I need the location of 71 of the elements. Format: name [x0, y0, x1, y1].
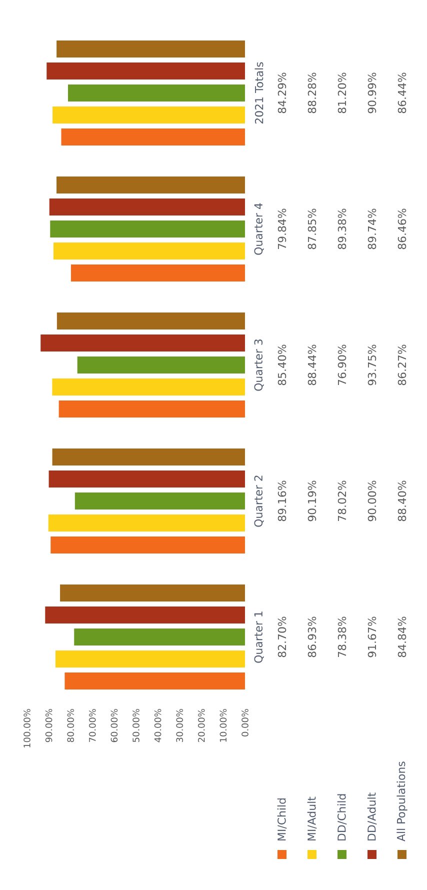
data-label: 86.93% [308, 616, 316, 658]
data-label: 91.67% [368, 616, 376, 658]
bar [48, 514, 245, 532]
data-label: 78.38% [338, 616, 346, 657]
data-label: 86.44% [398, 72, 406, 114]
x-tick-label: 80.00% [67, 709, 74, 742]
bar [56, 40, 245, 58]
bar [52, 378, 245, 396]
data-label: 89.38% [338, 208, 346, 250]
x-tick-label: 100.00% [24, 709, 30, 748]
bar [48, 470, 245, 488]
data-label: 86.27% [398, 344, 406, 386]
bar [61, 128, 245, 146]
bar [74, 628, 245, 646]
text: MI/Child [277, 798, 287, 840]
data-label: 79.84% [278, 208, 286, 249]
bar [46, 62, 245, 80]
data-label: 90.99% [368, 72, 376, 114]
data-label: 87.85% [308, 208, 316, 250]
data-label: 81.20% [338, 72, 346, 114]
bar [40, 334, 245, 352]
x-tick-label: 50.00% [132, 709, 140, 742]
y-tick-label: Quarter 1 [254, 612, 264, 663]
data-label: 86.46% [398, 208, 406, 250]
data-label: 89.16% [278, 480, 286, 522]
x-tick-label: 70.00% [89, 709, 96, 742]
bar [50, 536, 245, 554]
text: DD/Adult [367, 792, 377, 840]
x-tick-label: 30.00% [176, 709, 183, 742]
data-label: 78.02% [338, 480, 346, 521]
x-tick-label: 0.00% [242, 709, 248, 736]
bar [74, 492, 245, 510]
bar [68, 84, 245, 102]
x-tick-label: 60.00% [110, 709, 118, 742]
x-tick-label: 90.00% [45, 709, 52, 742]
bar [77, 356, 245, 374]
bar [64, 672, 245, 690]
bar [70, 264, 245, 282]
y-tick-label: 2021 Totals [254, 62, 264, 124]
bar [45, 606, 245, 624]
bar [53, 242, 245, 260]
y-tick-label: Quarter 2 [254, 476, 264, 527]
bar [55, 650, 245, 668]
data-label: 90.00% [368, 480, 376, 522]
x-tick-label: 40.00% [154, 709, 162, 742]
data-label: 82.70% [278, 616, 286, 658]
data-label: 89.74% [368, 208, 376, 250]
bar [52, 106, 245, 124]
data-label: 90.19% [308, 480, 316, 522]
x-tick-label: 20.00% [198, 709, 205, 742]
data-label: 76.90% [338, 344, 346, 385]
data-label: 88.44% [308, 344, 316, 386]
bar [52, 448, 245, 466]
bar [49, 198, 245, 216]
y-tick-label: Quarter 4 [254, 203, 264, 255]
x-tick-label: 10.00% [220, 709, 227, 742]
data-label: 85.40% [278, 344, 286, 386]
data-label: 88.28% [308, 72, 316, 114]
text: All Populations [396, 762, 408, 842]
bar [58, 400, 245, 418]
bar [60, 584, 245, 602]
data-label: 84.29% [278, 72, 286, 114]
bar [50, 220, 245, 238]
data-label: 84.84% [398, 616, 406, 658]
data-label: 88.40% [398, 480, 406, 522]
bar [56, 312, 245, 330]
bar [56, 176, 245, 194]
text: MI/Adult [307, 796, 317, 840]
y-tick-label: Quarter 3 [254, 339, 264, 391]
data-label: 93.75% [368, 344, 376, 386]
text: DD/Child [337, 794, 347, 840]
